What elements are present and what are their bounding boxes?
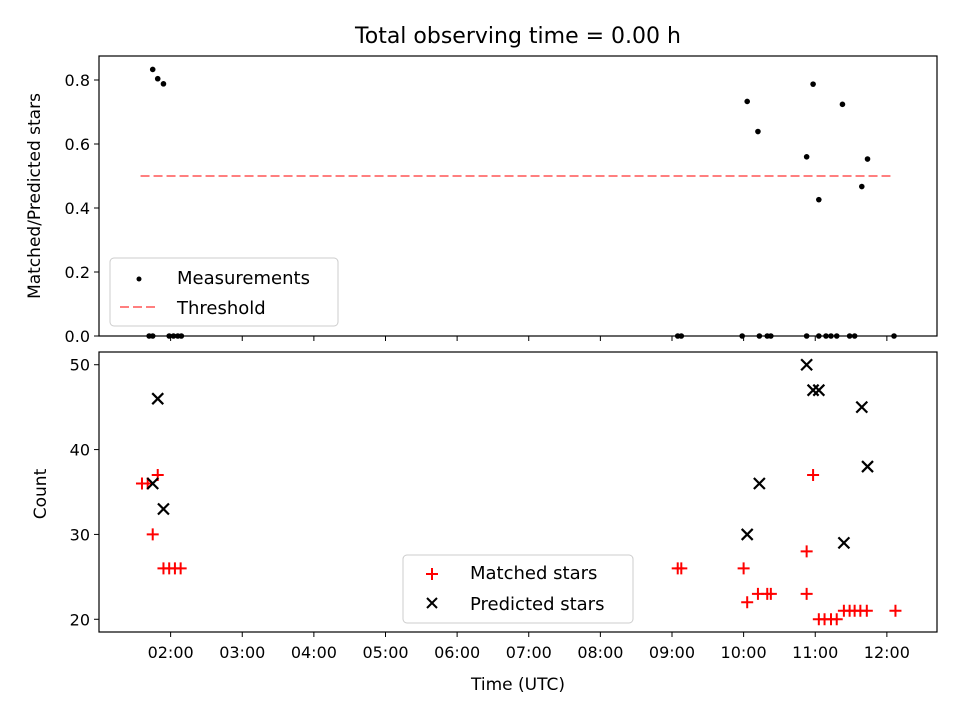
predicted-star-point — [855, 400, 869, 414]
legend-matched-marker — [426, 568, 438, 580]
top-y-tick-label: 0.8 — [65, 71, 90, 90]
bottom-axes-frame — [98, 351, 938, 633]
measurement-point — [810, 81, 816, 87]
matched-star-point — [830, 613, 843, 626]
matched-star-point — [146, 528, 159, 541]
top-y-tick-label: 0.6 — [65, 135, 90, 154]
bottom-y-tick-label: 50 — [70, 356, 90, 375]
matched-star-point — [889, 604, 902, 617]
x-tick-label: 09:00 — [649, 643, 695, 662]
top-y-tick-label: 0.4 — [65, 199, 90, 218]
top-axes-frame — [98, 55, 938, 337]
predicted-star-point — [151, 392, 165, 405]
predicted-star-points — [146, 358, 874, 550]
bottom-legend: Matched stars Predicted stars — [402, 554, 634, 624]
predicted-star-point — [812, 383, 826, 397]
measurement-points — [146, 66, 897, 339]
x-tick-label: 12:00 — [864, 643, 910, 662]
predicted-star-point — [861, 460, 874, 473]
x-tick-label: 05:00 — [362, 643, 408, 662]
x-tick-label: 07:00 — [506, 643, 552, 662]
x-tick-label: 10:00 — [721, 643, 767, 662]
top-legend: Measurements Threshold — [109, 257, 339, 327]
top-y-tick-label: 0.2 — [65, 263, 90, 282]
bottom-panel: 20 30 40 50 Count Matched stars Predicted s… — [31, 351, 938, 633]
measurement-point — [816, 196, 822, 203]
legend-threshold-label: Threshold — [176, 298, 266, 319]
predicted-star-point — [837, 536, 851, 550]
predicted-star-point — [806, 383, 820, 397]
bottom-y-tick-label: 20 — [70, 610, 90, 629]
top-legend-box — [109, 257, 339, 327]
x-tick-label: 11:00 — [792, 643, 838, 662]
x-tick-label: 02:00 — [148, 643, 194, 662]
predicted-star-point — [740, 528, 754, 541]
matched-star-point — [807, 469, 820, 482]
matched-star-point — [764, 587, 777, 600]
predicted-star-point — [800, 358, 813, 372]
bottom-legend-box — [402, 554, 634, 624]
legend-measurements-label: Measurements — [177, 268, 310, 289]
predicted-star-point — [157, 502, 170, 516]
bottom-y-tick-label: 30 — [70, 525, 90, 544]
matched-star-point — [860, 604, 873, 617]
top-panel: 0.00.20.40.60.8 Matched/Predicted stars … — [25, 55, 938, 346]
x-tick-label: 04:00 — [291, 643, 337, 662]
x-tick-label: 08:00 — [577, 643, 623, 662]
top-y-tick-label: 0.0 — [65, 327, 90, 346]
legend-matched-label: Matched stars — [470, 563, 597, 584]
predicted-star-point — [753, 477, 766, 490]
legend-predicted-label: Predicted stars — [470, 594, 604, 615]
measurement-point — [839, 101, 846, 108]
x-tick-label: 03:00 — [219, 643, 265, 662]
measurement-point — [864, 156, 871, 162]
x-axis-label: Time (UTC) — [470, 675, 565, 695]
x-axis-ticks: 02:00 03:00 04:00 05:00 06:00 07:00 08:00 09:00… — [148, 336, 910, 662]
matched-star-point — [741, 596, 754, 609]
measurement-point — [149, 66, 156, 73]
measurement-point — [744, 98, 750, 105]
predicted-star-point — [146, 477, 159, 490]
top-y-ticks: 0.0 0.2 0.4 0.6 0.8 — [65, 71, 99, 346]
bottom-y-axis-label: Count — [31, 468, 51, 519]
measurement-point — [858, 183, 865, 190]
measurement-point — [755, 128, 761, 135]
measurement-point — [160, 81, 167, 87]
matched-star-point — [675, 562, 688, 575]
bottom-y-tick-label: 40 — [70, 441, 90, 460]
legend-measurements-marker — [136, 276, 142, 282]
top-y-axis-label: Matched/Predicted stars — [25, 93, 45, 299]
matched-star-point — [737, 562, 750, 575]
matched-star-point — [800, 545, 813, 558]
chart-title: Total observing time = 0.00 h — [354, 24, 681, 49]
matched-star-point — [174, 562, 187, 575]
matched-star-point — [800, 587, 813, 600]
x-tick-label: 06:00 — [434, 643, 480, 662]
bottom-y-ticks: 20 30 40 50 — [70, 356, 99, 629]
legend-predicted-marker — [426, 597, 438, 609]
measurement-point — [803, 154, 810, 160]
measurement-point — [154, 75, 161, 82]
